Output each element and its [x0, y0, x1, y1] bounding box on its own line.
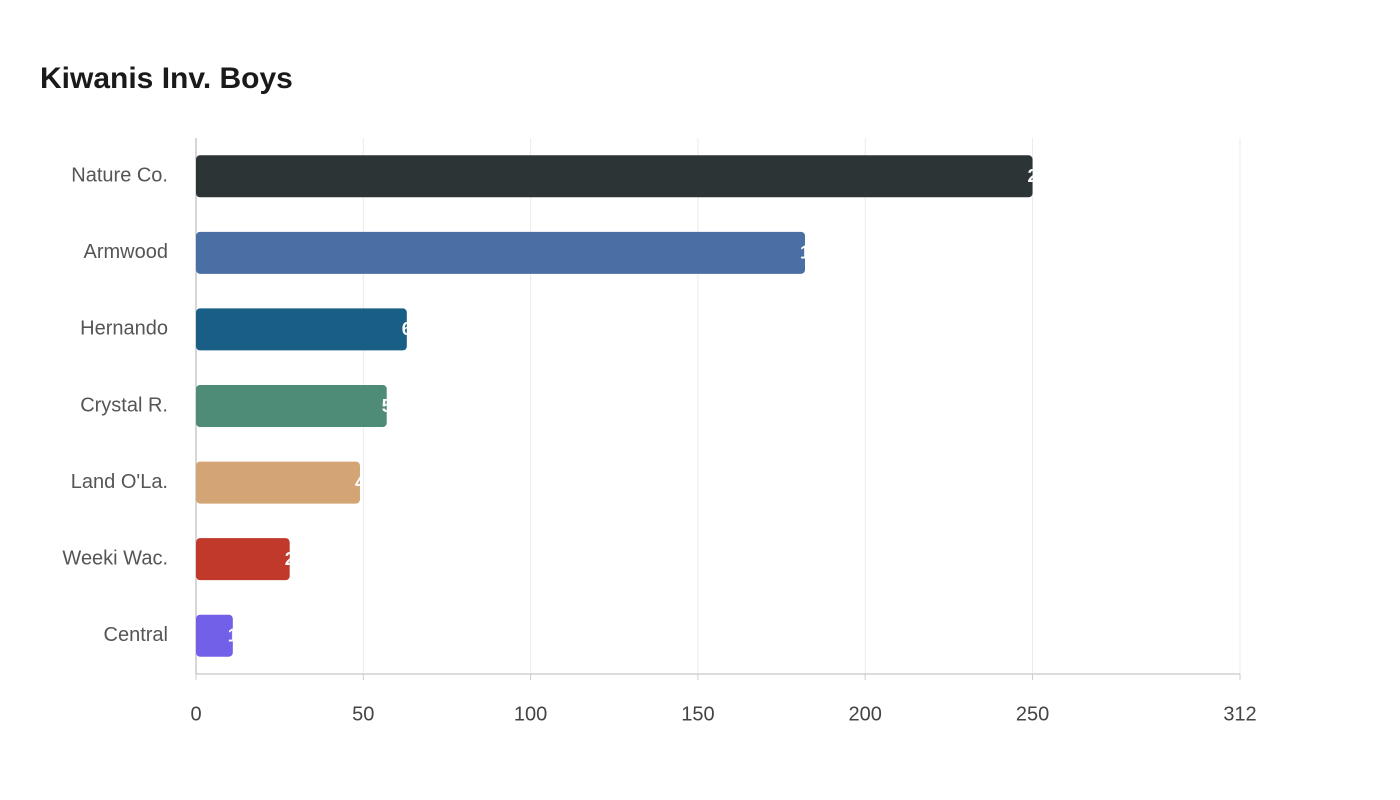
x-tick-label: 0	[190, 703, 201, 725]
x-tick-label: 200	[849, 703, 882, 725]
bar	[196, 538, 290, 581]
bar	[196, 385, 387, 427]
value-label: 28	[285, 549, 305, 569]
bar	[196, 614, 233, 657]
value-label: 182	[800, 243, 830, 263]
y-tick-label: Nature Co.	[71, 165, 168, 187]
y-tick-label: Crystal R.	[80, 394, 168, 416]
value-label: 11	[228, 625, 247, 645]
x-tick-label: 312	[1223, 703, 1256, 725]
value-label: 57	[382, 396, 402, 416]
value-label: 49	[355, 472, 375, 492]
y-tick-label: Hernando	[80, 318, 168, 340]
y-tick-label: Weeki Wac.	[62, 547, 168, 569]
chart-title: Kiwanis Inv. Boys	[40, 62, 293, 95]
bar	[196, 155, 1033, 198]
y-tick-label: Armwood	[84, 241, 168, 263]
bar	[196, 231, 805, 274]
y-tick-label: Land O'La.	[71, 471, 168, 493]
value-label: 63	[402, 319, 422, 339]
x-tick-label: 50	[352, 703, 374, 725]
y-tick-label: Central	[104, 624, 168, 646]
x-tick-label: 150	[681, 703, 714, 725]
value-label: 250	[1028, 166, 1058, 186]
x-tick-label: 250	[1016, 703, 1049, 725]
bar	[196, 461, 360, 504]
bar	[196, 308, 407, 351]
x-tick-label: 100	[514, 703, 547, 725]
